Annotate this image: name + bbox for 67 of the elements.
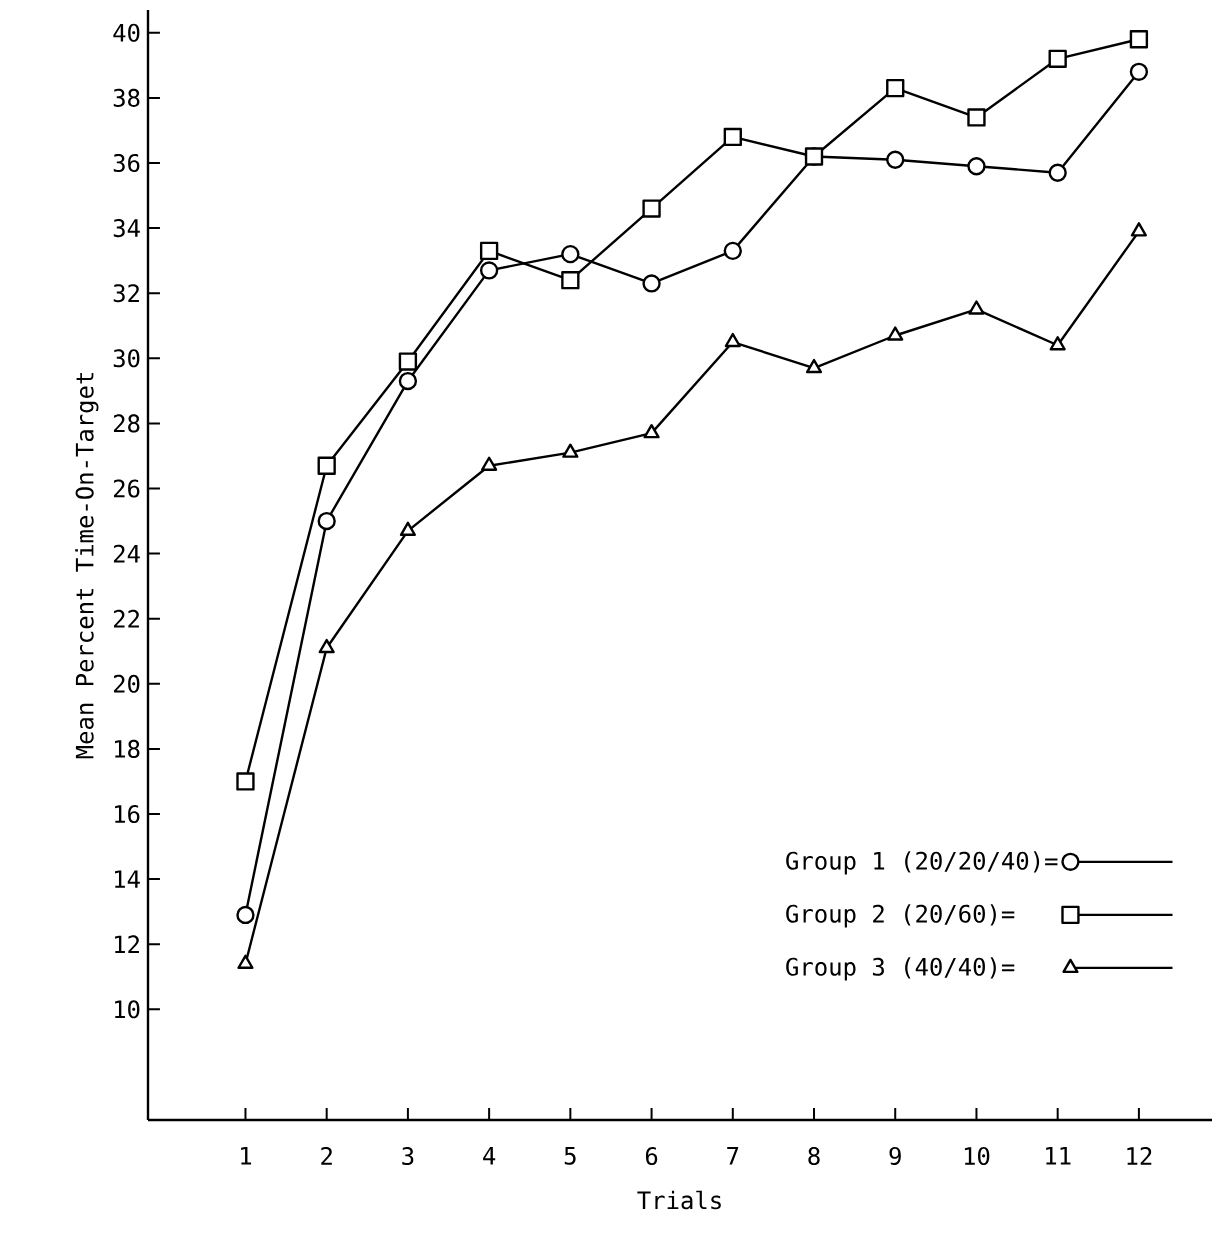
x-tick-label: 7	[727, 1146, 739, 1165]
y-tick-label: 12	[114, 935, 139, 954]
point	[1129, 30, 1148, 49]
y-tick-label: 10	[114, 1000, 140, 1019]
point	[885, 78, 905, 98]
y-tick-label: 22	[113, 609, 139, 628]
point	[967, 157, 986, 176]
legend-label: Group 1 (20/20/40)=	[786, 851, 1058, 875]
point	[561, 244, 580, 264]
point	[1048, 163, 1067, 182]
y-tick-label: 24	[113, 544, 140, 563]
point	[642, 274, 661, 293]
point	[561, 271, 580, 290]
y-tick-label: 38	[113, 88, 140, 107]
x-tick-label: 8	[808, 1146, 820, 1166]
x-tick-label: 6	[645, 1146, 658, 1166]
x-tick-label: 4	[483, 1146, 496, 1165]
point	[562, 443, 579, 458]
y-tick-label: 28	[113, 414, 140, 433]
point	[1129, 62, 1148, 82]
y-tick-label: 26	[113, 479, 140, 498]
y-tick-label: 16	[114, 804, 140, 824]
y-tick-label: 20	[113, 674, 140, 693]
x-tick-label: 2	[321, 1146, 332, 1165]
point	[317, 456, 336, 475]
y-tick-label: 18	[114, 739, 140, 758]
point	[398, 352, 417, 371]
point	[887, 326, 904, 341]
point	[479, 261, 499, 280]
point	[804, 147, 824, 166]
x-tick-label: 5	[564, 1146, 576, 1165]
point	[1130, 222, 1147, 237]
y-tick-label: 14	[114, 870, 140, 888]
point	[398, 371, 417, 391]
point	[236, 772, 255, 791]
x-tick-label: 1	[241, 1146, 251, 1165]
point	[724, 332, 741, 348]
point	[967, 108, 986, 127]
point	[723, 241, 742, 261]
x-tick-label: 3	[402, 1146, 414, 1166]
x-tick-label: 11	[1046, 1146, 1071, 1165]
point	[1048, 49, 1067, 68]
legend-label: Group 2 (20/60)=	[786, 904, 1015, 928]
y-tick-label: 32	[113, 284, 139, 303]
point	[805, 358, 823, 374]
point	[643, 423, 660, 439]
point	[968, 300, 985, 315]
point	[479, 241, 499, 261]
x-tick-label: 12	[1127, 1146, 1152, 1165]
x-tick-label: 10	[964, 1146, 990, 1166]
point	[317, 511, 336, 531]
x-axis-title: Trials	[637, 1190, 721, 1210]
y-tick-label: 34	[113, 219, 140, 238]
y-tick-label: 36	[113, 153, 140, 173]
point	[723, 127, 742, 147]
point	[885, 150, 905, 169]
y-axis-title: Mean Percent Time-On-Target	[75, 373, 99, 759]
legend-label: Group 3 (40/40)=	[786, 957, 1015, 981]
x-tick-label: 9	[889, 1146, 901, 1166]
y-tick-label: 30	[113, 349, 140, 368]
point	[318, 638, 335, 654]
point	[480, 456, 498, 471]
y-tick-label: 40	[113, 23, 140, 42]
point	[399, 521, 416, 536]
point	[237, 954, 254, 969]
point	[642, 199, 661, 218]
point	[1049, 336, 1066, 351]
